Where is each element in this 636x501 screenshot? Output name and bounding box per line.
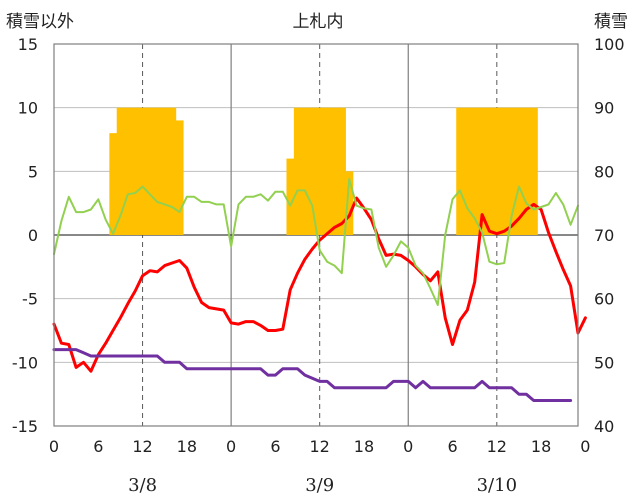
bar (522, 107, 531, 235)
bar (515, 107, 524, 235)
left-tick-label: 15 (18, 35, 38, 54)
bar (485, 107, 494, 235)
bar (161, 107, 169, 235)
x-tick-label: 6 (93, 437, 103, 456)
bar (138, 107, 147, 235)
right-tick-label: 60 (594, 290, 614, 309)
bar (293, 107, 302, 235)
chart-title: 上札内 (293, 12, 344, 32)
bar (146, 107, 155, 235)
bar (330, 107, 339, 235)
bar (500, 107, 509, 235)
bar (168, 107, 177, 235)
bar (345, 171, 354, 235)
bar (175, 120, 184, 235)
right-axis-label: 積雪 (594, 12, 628, 32)
bar (507, 107, 516, 235)
left-tick-label: 10 (18, 99, 38, 118)
bar (456, 107, 465, 235)
right-tick-label: 70 (594, 226, 614, 245)
right-tick-label: 80 (594, 162, 614, 181)
bar (493, 107, 501, 235)
right-tick-label: 40 (594, 417, 614, 436)
left-tick-label: -5 (22, 290, 38, 309)
bar (530, 107, 538, 235)
bar (124, 107, 132, 235)
bar (116, 107, 125, 235)
x-tick-label: 18 (177, 437, 197, 456)
left-tick-label: 5 (28, 162, 38, 181)
x-tick-label: 18 (354, 437, 374, 456)
x-tick-label: 12 (310, 437, 330, 456)
x-tick-label: 6 (270, 437, 280, 456)
line_green-series (53, 178, 579, 306)
bar (478, 107, 487, 235)
x-tick-label: 0 (49, 437, 59, 456)
right-tick-label: 50 (594, 353, 614, 372)
bar (301, 107, 310, 235)
bar (308, 107, 317, 235)
bar (470, 107, 479, 235)
bar (338, 107, 346, 235)
date-label: 3/8 (128, 475, 157, 496)
bar (286, 158, 295, 235)
line-series-layer (52, 178, 587, 402)
x-tick-label: 6 (447, 437, 457, 456)
x-tick-label: 0 (580, 437, 590, 456)
bar (153, 107, 162, 235)
left-tick-label: 0 (28, 226, 38, 245)
bar (463, 107, 472, 235)
date-label: 3/9 (305, 475, 334, 496)
x-tick-label: 0 (226, 437, 236, 456)
x-tick-label: 0 (403, 437, 413, 456)
line_red-series (52, 196, 587, 373)
bar (323, 107, 332, 235)
right-tick-label: 90 (594, 99, 614, 118)
bar (131, 107, 140, 235)
date-label: 3/10 (477, 475, 517, 496)
line_purple-series (52, 348, 573, 402)
x-tick-label: 12 (132, 437, 152, 456)
right-tick-label: 100 (594, 35, 625, 54)
x-tick-label: 12 (487, 437, 507, 456)
plot-frame (53, 43, 579, 427)
bar-series-layer (109, 107, 538, 235)
bar (316, 107, 324, 235)
left-axis-label: 積雪以外 (6, 12, 74, 32)
left-tick-label: -10 (12, 353, 38, 372)
bar (109, 133, 118, 235)
left-tick-label: -15 (12, 417, 38, 436)
x-tick-label: 18 (531, 437, 551, 456)
